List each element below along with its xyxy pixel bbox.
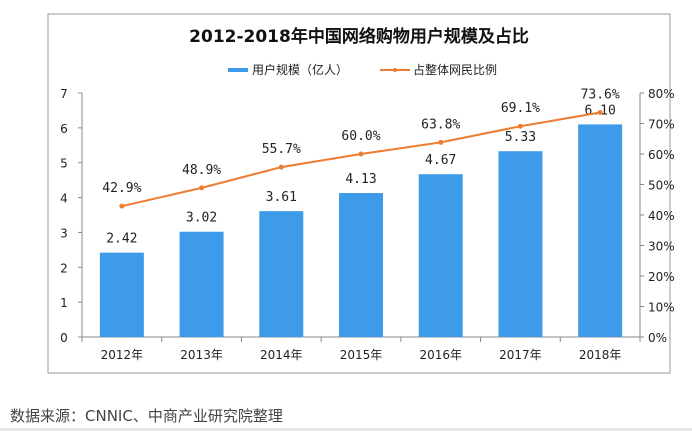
legend-line-label: 占整体网民比例: [413, 62, 497, 77]
line-label: 69.1%: [501, 101, 540, 116]
line-point: [438, 139, 444, 145]
right-tick-label: 60%: [648, 148, 675, 162]
right-tick-label: 0%: [648, 331, 667, 345]
line-point: [597, 110, 603, 116]
legend-bar-swatch: [228, 68, 248, 72]
x-tick-label: 2014年: [260, 348, 303, 362]
right-tick-label: 70%: [648, 118, 675, 132]
line-label: 42.9%: [102, 181, 141, 196]
line-point: [517, 123, 523, 129]
left-tick-label: 0: [60, 331, 68, 345]
x-tick-label: 2015年: [340, 348, 383, 362]
line-point: [119, 203, 125, 209]
bar-label: 2.42: [106, 232, 137, 247]
bar-label: 5.33: [505, 130, 536, 145]
legend-line-marker: [393, 68, 397, 72]
line-point: [358, 151, 364, 157]
bar: [259, 211, 304, 337]
x-tick-label: 2016年: [419, 348, 462, 362]
legend-bar-label: 用户规模（亿人）: [252, 62, 348, 77]
line-label: 55.7%: [262, 142, 301, 157]
left-tick-label: 1: [60, 296, 68, 310]
source-note: 数据来源：CNNIC、中商产业研究院整理: [10, 407, 283, 425]
x-tick-label: 2017年: [499, 348, 542, 362]
legend: 用户规模（亿人） 占整体网民比例: [228, 62, 497, 77]
left-tick-label: 6: [60, 122, 68, 136]
right-tick-label: 30%: [648, 240, 675, 254]
right-tick-label: 10%: [648, 301, 675, 315]
bar: [179, 231, 224, 337]
line-point: [199, 185, 205, 191]
left-tick-label: 2: [60, 261, 68, 275]
bar-label: 3.02: [186, 211, 217, 226]
line-point: [278, 164, 284, 170]
left-tick-label: 5: [60, 157, 68, 171]
bar-label: 3.61: [266, 190, 297, 205]
bar-label: 4.67: [425, 153, 456, 168]
x-tick-label: 2018年: [579, 348, 622, 362]
bar: [339, 193, 383, 337]
right-tick-label: 80%: [648, 87, 675, 101]
x-tick-label: 2012年: [101, 348, 144, 362]
line-label: 60.0%: [341, 129, 380, 144]
line-label: 63.8%: [421, 117, 460, 132]
right-tick-label: 20%: [648, 270, 675, 284]
bar-label: 4.13: [345, 172, 376, 187]
bar: [99, 252, 144, 337]
line-label: 73.6%: [581, 88, 620, 103]
chart: 2012-2018年中国网络购物用户规模及占比 用户规模（亿人） 占整体网民比例…: [47, 13, 675, 374]
chart-title: 2012-2018年中国网络购物用户规模及占比: [189, 26, 529, 47]
bar: [418, 174, 463, 337]
right-tick-label: 50%: [648, 179, 675, 193]
bar: [578, 124, 623, 337]
left-tick-label: 3: [60, 226, 68, 240]
left-tick-label: 4: [60, 192, 68, 206]
left-tick-label: 7: [60, 87, 68, 101]
right-tick-label: 40%: [648, 209, 675, 223]
line-label: 48.9%: [182, 163, 221, 178]
x-tick-label: 2013年: [180, 348, 223, 362]
divider: [0, 428, 692, 431]
bar: [498, 151, 543, 337]
